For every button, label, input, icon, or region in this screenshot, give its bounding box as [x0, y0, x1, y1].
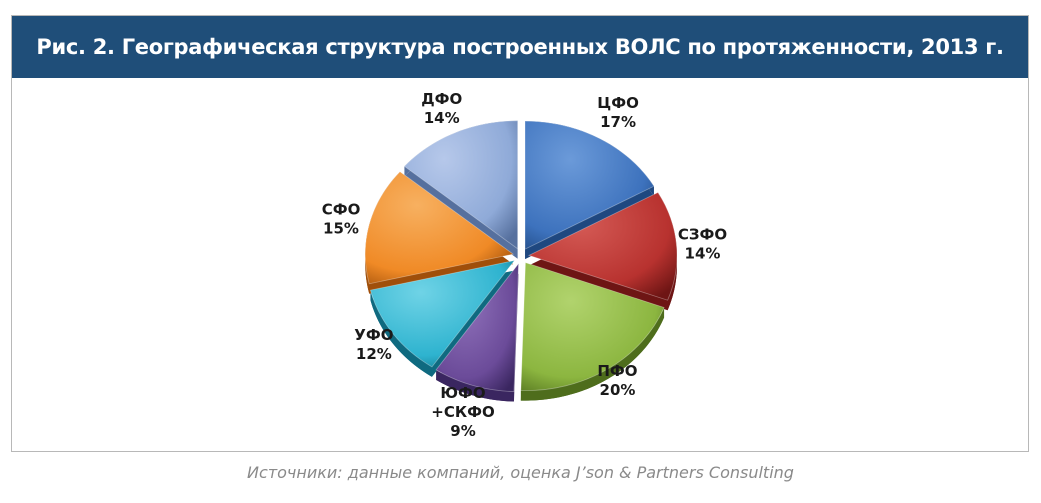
pie-slice	[403, 120, 519, 250]
slice-value-label: 20%	[600, 381, 636, 399]
pie-slice	[524, 120, 655, 250]
slice-value-label: 14%	[685, 244, 721, 262]
slice-category-label: +СКФО	[431, 403, 494, 421]
slice-category-label: СЗФО	[678, 225, 727, 243]
slice-category-label: УФО	[354, 326, 393, 344]
pie-slice	[520, 262, 665, 391]
pie-slice	[435, 262, 519, 392]
pie-slice-wall	[370, 290, 432, 377]
slice-category-label: ДФО	[421, 90, 462, 108]
slice-value-label: 15%	[323, 220, 359, 238]
pie-slice	[364, 171, 515, 285]
slice-category-label: ЦФО	[597, 94, 639, 112]
figure-title: Рис. 2. Географическая структура построе…	[12, 16, 1028, 78]
slice-value-label: 12%	[356, 345, 392, 363]
source-note: Источники: данные компаний, оценка J’son…	[247, 463, 794, 482]
slice-category-label: ЮФО	[440, 384, 485, 402]
slice-value-label: 14%	[424, 109, 460, 127]
pie-slice-wall	[520, 307, 665, 401]
pie-slice	[527, 192, 678, 301]
slice-value-label: 9%	[450, 422, 475, 440]
pie-slice	[369, 259, 516, 368]
slice-category-label: ПФО	[597, 362, 637, 380]
slice-value-label: 17%	[600, 113, 636, 131]
pie-slice-wall	[436, 369, 514, 402]
slice-category-label: СФО	[322, 201, 361, 219]
pie-top-layer	[364, 120, 678, 392]
pie-labels: ЦФО17%СЗФО14%ПФО20%ЮФО+СКФО9%УФО12%СФО15…	[322, 90, 727, 440]
figure-frame: Рис. 2. Географическая структура построе…	[11, 15, 1029, 452]
